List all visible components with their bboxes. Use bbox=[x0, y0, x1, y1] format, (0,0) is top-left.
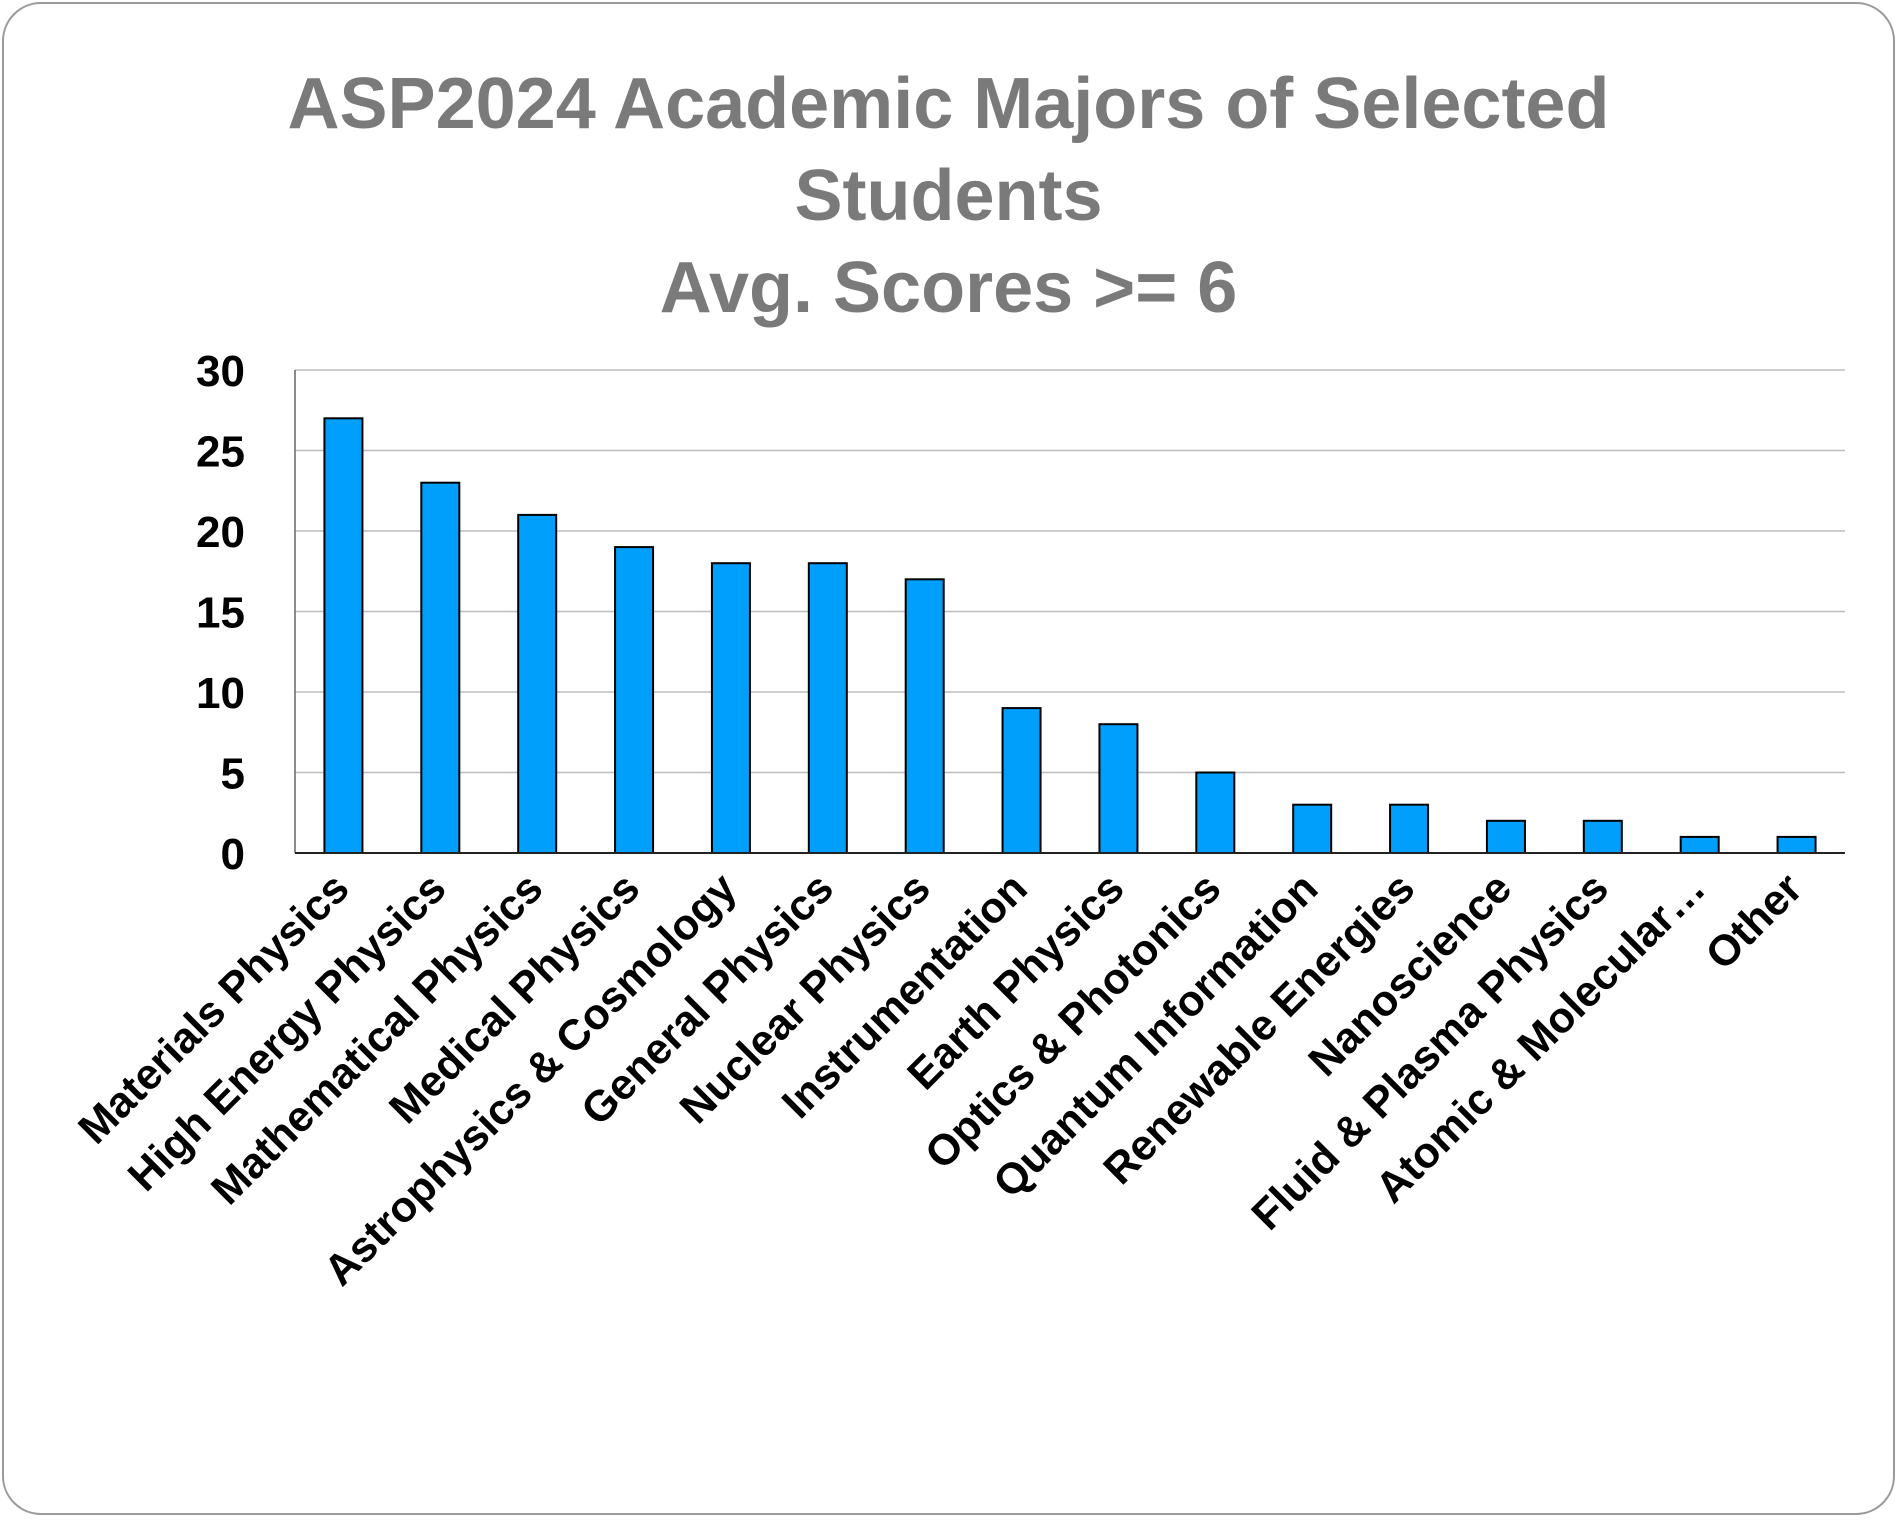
x-tick-label-16: Other bbox=[1697, 864, 1812, 979]
bar-2 bbox=[420, 481, 461, 854]
y-tick-label-30: 30 bbox=[196, 347, 245, 396]
bar-15 bbox=[1679, 835, 1720, 855]
y-tick-label-25: 25 bbox=[196, 428, 245, 477]
bar-9 bbox=[1098, 723, 1139, 855]
bar-13 bbox=[1485, 819, 1526, 854]
bar-8 bbox=[1001, 707, 1042, 854]
bar-16 bbox=[1776, 835, 1817, 855]
chart-title-line-2: Students bbox=[794, 156, 1103, 236]
bars bbox=[323, 417, 1817, 855]
bar-6 bbox=[807, 562, 848, 854]
chart-title-line-3: Avg. Scores >= 6 bbox=[659, 248, 1238, 328]
y-tick-label-0: 0 bbox=[221, 830, 245, 879]
chart-title-line-1: ASP2024 Academic Majors of Selected bbox=[287, 64, 1610, 144]
chart-title: ASP2024 Academic Majors of Selected Stud… bbox=[0, 58, 1897, 334]
bar-14 bbox=[1582, 819, 1623, 854]
y-tick-label-20: 20 bbox=[196, 508, 245, 557]
y-tick-label-10: 10 bbox=[196, 669, 245, 718]
bar-1 bbox=[323, 417, 364, 854]
bar-11 bbox=[1292, 803, 1333, 855]
bar-5 bbox=[710, 562, 751, 854]
y-tick-label-5: 5 bbox=[221, 750, 245, 799]
bar-12 bbox=[1389, 803, 1430, 855]
bar-10 bbox=[1195, 771, 1236, 854]
bar-4 bbox=[614, 546, 655, 854]
y-tick-label-15: 15 bbox=[196, 589, 245, 638]
y-tick-labels: 0 5 10 15 20 25 30 bbox=[196, 347, 245, 879]
axes bbox=[294, 370, 1845, 854]
bar-7 bbox=[904, 578, 945, 854]
bar-3 bbox=[517, 513, 558, 855]
